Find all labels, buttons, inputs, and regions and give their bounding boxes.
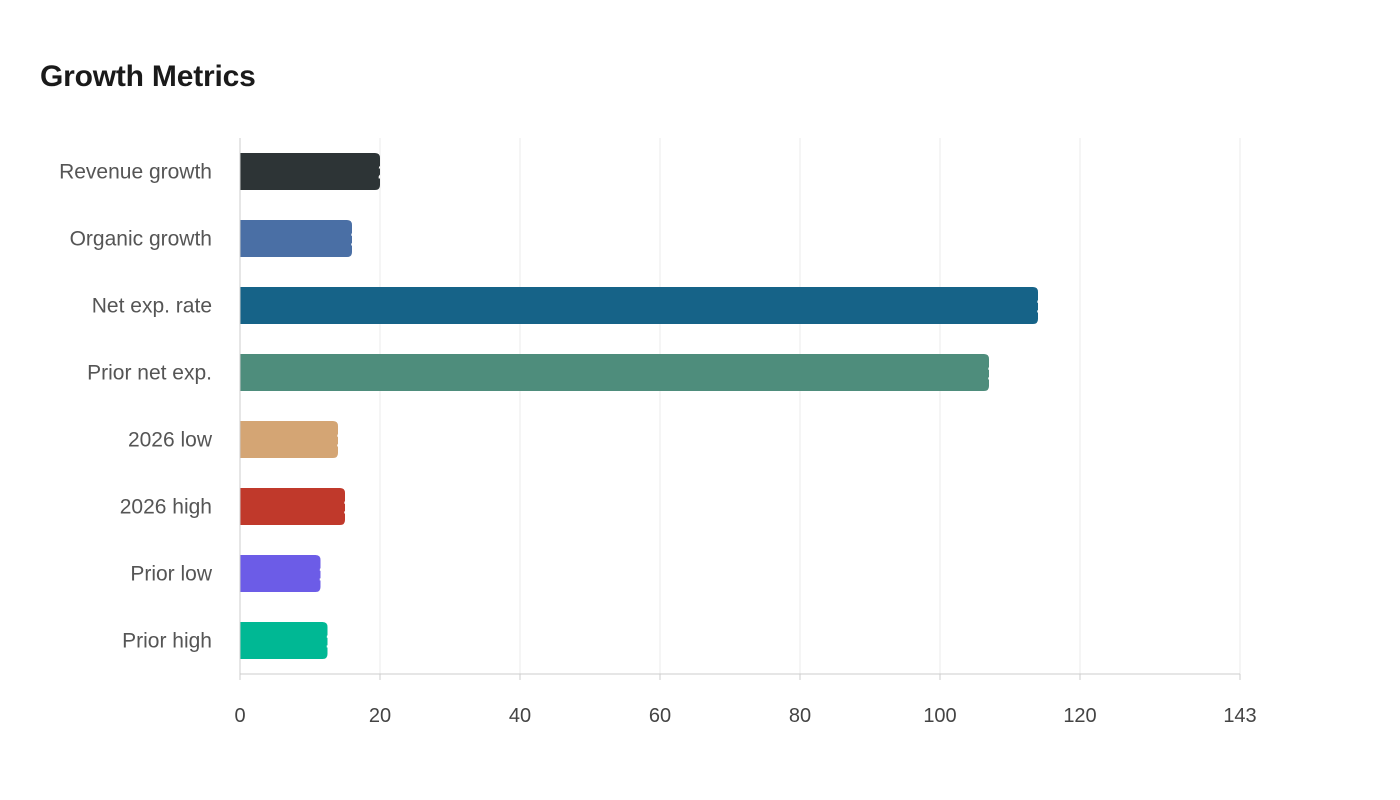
bar-value-label: 12.5 (326, 631, 365, 653)
chart-title: Growth Metrics (40, 60, 256, 93)
bar-value-label: 11.5 (319, 564, 357, 586)
category-label: Organic growth (70, 228, 212, 251)
category-label: Prior low (130, 563, 213, 586)
bar-value-label: 20 (378, 162, 400, 184)
bar-value-label: 15 (343, 497, 365, 519)
bar-value-label: 14 (336, 430, 359, 452)
bar (240, 220, 352, 257)
bar-value-label: 107 (987, 363, 1020, 385)
bar (240, 287, 1038, 324)
category-label: 2026 high (120, 496, 212, 519)
bar (240, 622, 328, 659)
x-tick-label: 120 (1063, 705, 1096, 727)
x-tick-label: 80 (789, 705, 811, 727)
bar (240, 488, 345, 525)
bar-layer: 20 16 114 107 14 15 11.5 12.5 (240, 153, 1069, 659)
category-label: 2026 low (128, 429, 213, 452)
x-tick-label: 60 (649, 705, 671, 727)
bar (240, 354, 989, 391)
x-tick-label: 100 (923, 705, 956, 727)
category-label: Revenue growth (59, 161, 212, 184)
category-label: Prior high (122, 630, 212, 653)
bar (240, 555, 321, 592)
category-label: Prior net exp. (87, 362, 212, 385)
axis-layer: 0 20 40 60 80 100 120 143 Revenue growth Organic … (59, 138, 1257, 727)
bar-value-label: 16 (350, 229, 372, 251)
bar (240, 421, 338, 458)
bar (240, 153, 380, 190)
x-tick-label: 20 (369, 705, 391, 727)
category-label: Net exp. rate (92, 295, 212, 318)
bar-value-label: 114 (1036, 296, 1069, 318)
x-tick-label: 143 (1223, 705, 1256, 727)
grid-layer (379, 138, 1241, 674)
x-tick-label: 0 (234, 705, 245, 727)
x-tick-label: 40 (509, 705, 531, 727)
